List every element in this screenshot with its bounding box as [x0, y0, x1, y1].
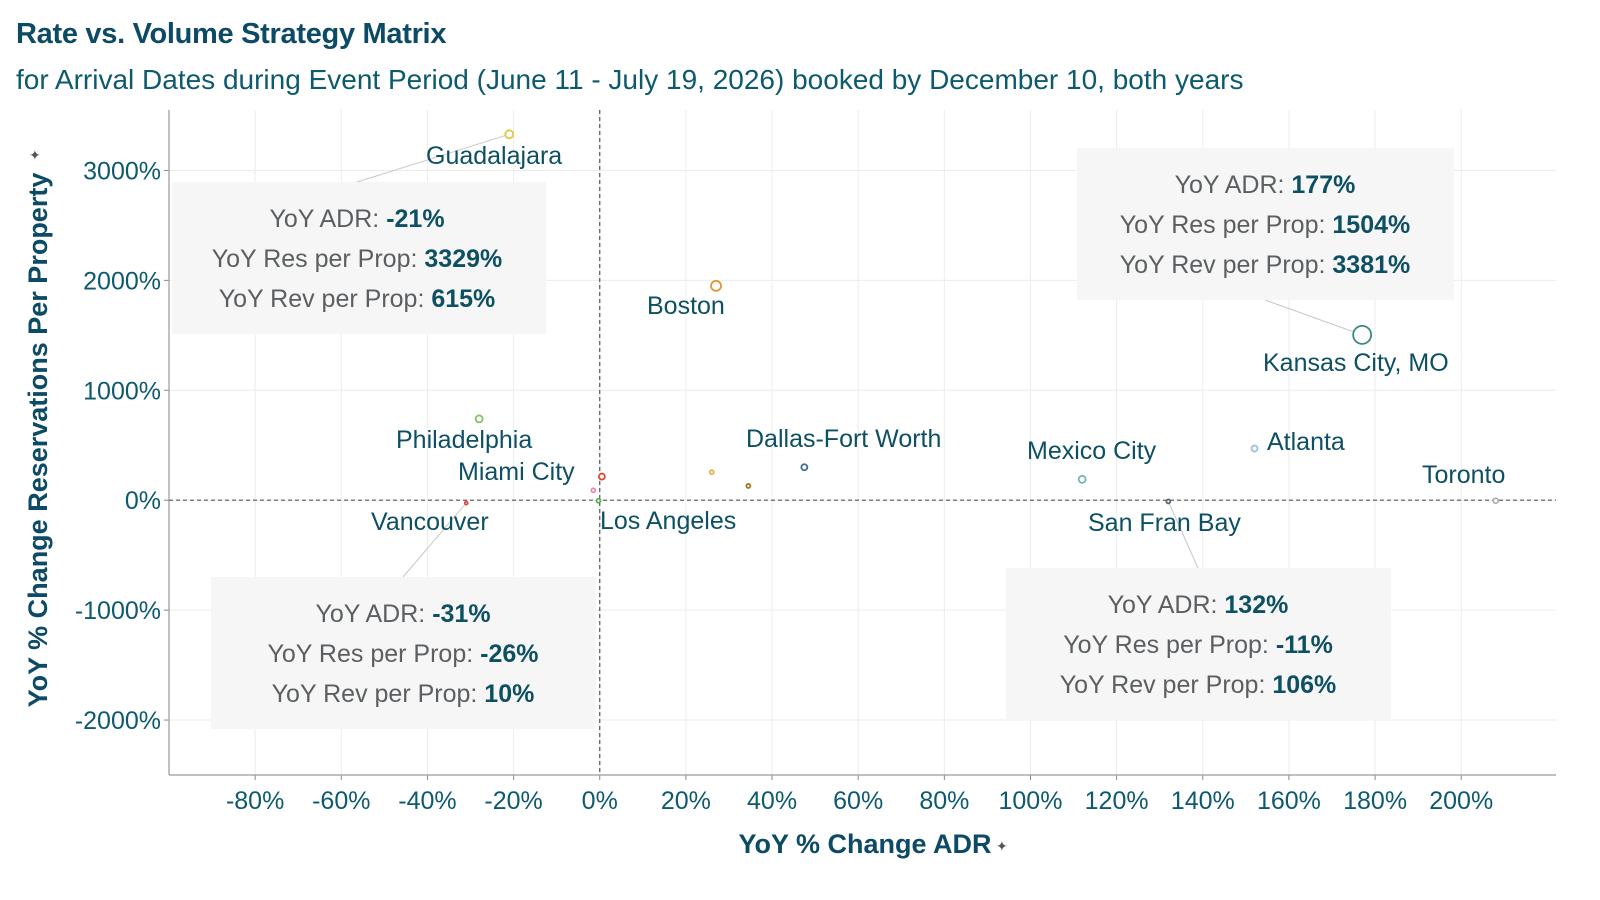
annotation-connector: [1167, 501, 1199, 569]
point-label: Boston: [647, 292, 725, 320]
annotation-connector: [356, 133, 510, 183]
annotation-res-per-prop: YoY Res per Prop: -26%: [267, 640, 538, 668]
y-tick-label: 3000%: [83, 157, 161, 185]
point-labels: Guadalajara Boston Kansas City, MO Philadel…: [371, 142, 1505, 537]
annotation-boxes: YoY ADR: -21% YoY Res per Prop: 3329% YoY …: [172, 148, 1454, 729]
axes-layer: [164, 110, 1556, 780]
data-point-guadalajara: [504, 129, 515, 140]
point-label: Mexico City: [1027, 437, 1157, 465]
point-label: Guadalajara: [426, 142, 562, 170]
point-label: Atlanta: [1267, 428, 1345, 456]
data-point-toronto: [1492, 497, 1500, 505]
data-point-dallas-fort-worth: [800, 463, 809, 472]
point-label: Miami City: [458, 458, 575, 486]
point-label: Toronto: [1422, 461, 1505, 489]
point-label: Dallas-Fort Worth: [746, 425, 941, 453]
x-tick-label: 60%: [833, 787, 883, 815]
y-tick-label: -1000%: [75, 597, 161, 625]
data-point-vancouver: [463, 500, 469, 506]
annotation-box: [1077, 148, 1454, 300]
data-point-philadelphia: [474, 414, 484, 424]
annotation-box: [211, 577, 596, 729]
data-point-los-angeles: [595, 497, 602, 504]
y-axis-pin-icon[interactable]: ✦: [29, 147, 41, 163]
point-label: San Fran Bay: [1088, 509, 1241, 537]
annotation-rev-per-prop: YoY Rev per Prop: 10%: [272, 680, 535, 708]
x-tick-label: 40%: [747, 787, 797, 815]
data-point-unlabeled: [597, 472, 606, 481]
x-tick-label: 160%: [1257, 787, 1321, 815]
y-tick-label: 1000%: [83, 377, 161, 405]
data-point-unlabeled: [745, 483, 752, 489]
annotation-rev-per-prop: YoY Rev per Prop: 106%: [1060, 671, 1337, 699]
x-tick-label: -80%: [226, 787, 284, 815]
annotation-rev-per-prop: YoY Rev per Prop: 3381%: [1120, 251, 1411, 279]
x-tick-label: 200%: [1429, 787, 1493, 815]
x-tick-label: 0%: [582, 787, 618, 815]
data-point-boston: [710, 279, 722, 292]
x-axis-pin-icon[interactable]: ✦: [996, 838, 1008, 854]
x-tick-label: 120%: [1085, 787, 1149, 815]
annotation-connector: [402, 502, 467, 578]
y-tick-label: 0%: [125, 487, 161, 515]
x-tick-label: -20%: [484, 787, 542, 815]
annotation-rev-per-prop: YoY Rev per Prop: 615%: [219, 285, 496, 313]
y-tick-label: -2000%: [75, 707, 161, 735]
annotation-res-per-prop: YoY Res per Prop: -11%: [1063, 631, 1333, 659]
x-tick-label: 80%: [919, 787, 969, 815]
point-label: Philadelphia: [396, 426, 532, 454]
annotation-connectors: [356, 133, 1363, 578]
data-point-mexico-city: [1077, 474, 1087, 484]
annotation-adr: YoY ADR: 132%: [1108, 591, 1289, 619]
data-point-miami-city: [590, 487, 597, 494]
annotation-res-per-prop: YoY Res per Prop: 1504%: [1120, 211, 1411, 239]
data-point-san-fran-bay: [1165, 498, 1172, 505]
annotation-connector: [1264, 299, 1363, 336]
x-axis-title: YoY % Change ADR: [738, 829, 991, 859]
annotation-adr: YoY ADR: 177%: [1175, 171, 1356, 199]
point-label: Kansas City, MO: [1263, 349, 1449, 377]
point-label: Los Angeles: [600, 507, 736, 535]
data-point-kansas-city-mo: [1352, 324, 1373, 345]
annotation-box: [1006, 568, 1391, 720]
tick-labels: -80% -60% -40% -20% 0% 20% 40% 60% 80% 100% 120% 14…: [75, 157, 1493, 815]
x-tick-label: -40%: [398, 787, 456, 815]
chart-subtitle: for Arrival Dates during Event Period (J…: [16, 64, 1244, 95]
x-tick-label: 100%: [999, 787, 1063, 815]
x-tick-label: 20%: [661, 787, 711, 815]
data-point-unlabeled: [708, 469, 715, 476]
point-label: Vancouver: [371, 508, 489, 536]
y-axis-title: YoY % Change Reservations Per Property: [23, 173, 53, 708]
annotation-adr: YoY ADR: -31%: [315, 600, 490, 628]
annotation-res-per-prop: YoY Res per Prop: 3329%: [212, 245, 503, 273]
x-tick-label: 140%: [1171, 787, 1235, 815]
x-tick-label: -60%: [312, 787, 370, 815]
data-point-atlanta: [1250, 444, 1259, 453]
chart-title: Rate vs. Volume Strategy Matrix: [16, 18, 447, 50]
x-tick-label: 180%: [1343, 787, 1407, 815]
annotation-box: [172, 182, 546, 334]
annotation-adr: YoY ADR: -21%: [269, 205, 444, 233]
data-points: [463, 129, 1500, 506]
y-tick-label: 2000%: [83, 267, 161, 295]
